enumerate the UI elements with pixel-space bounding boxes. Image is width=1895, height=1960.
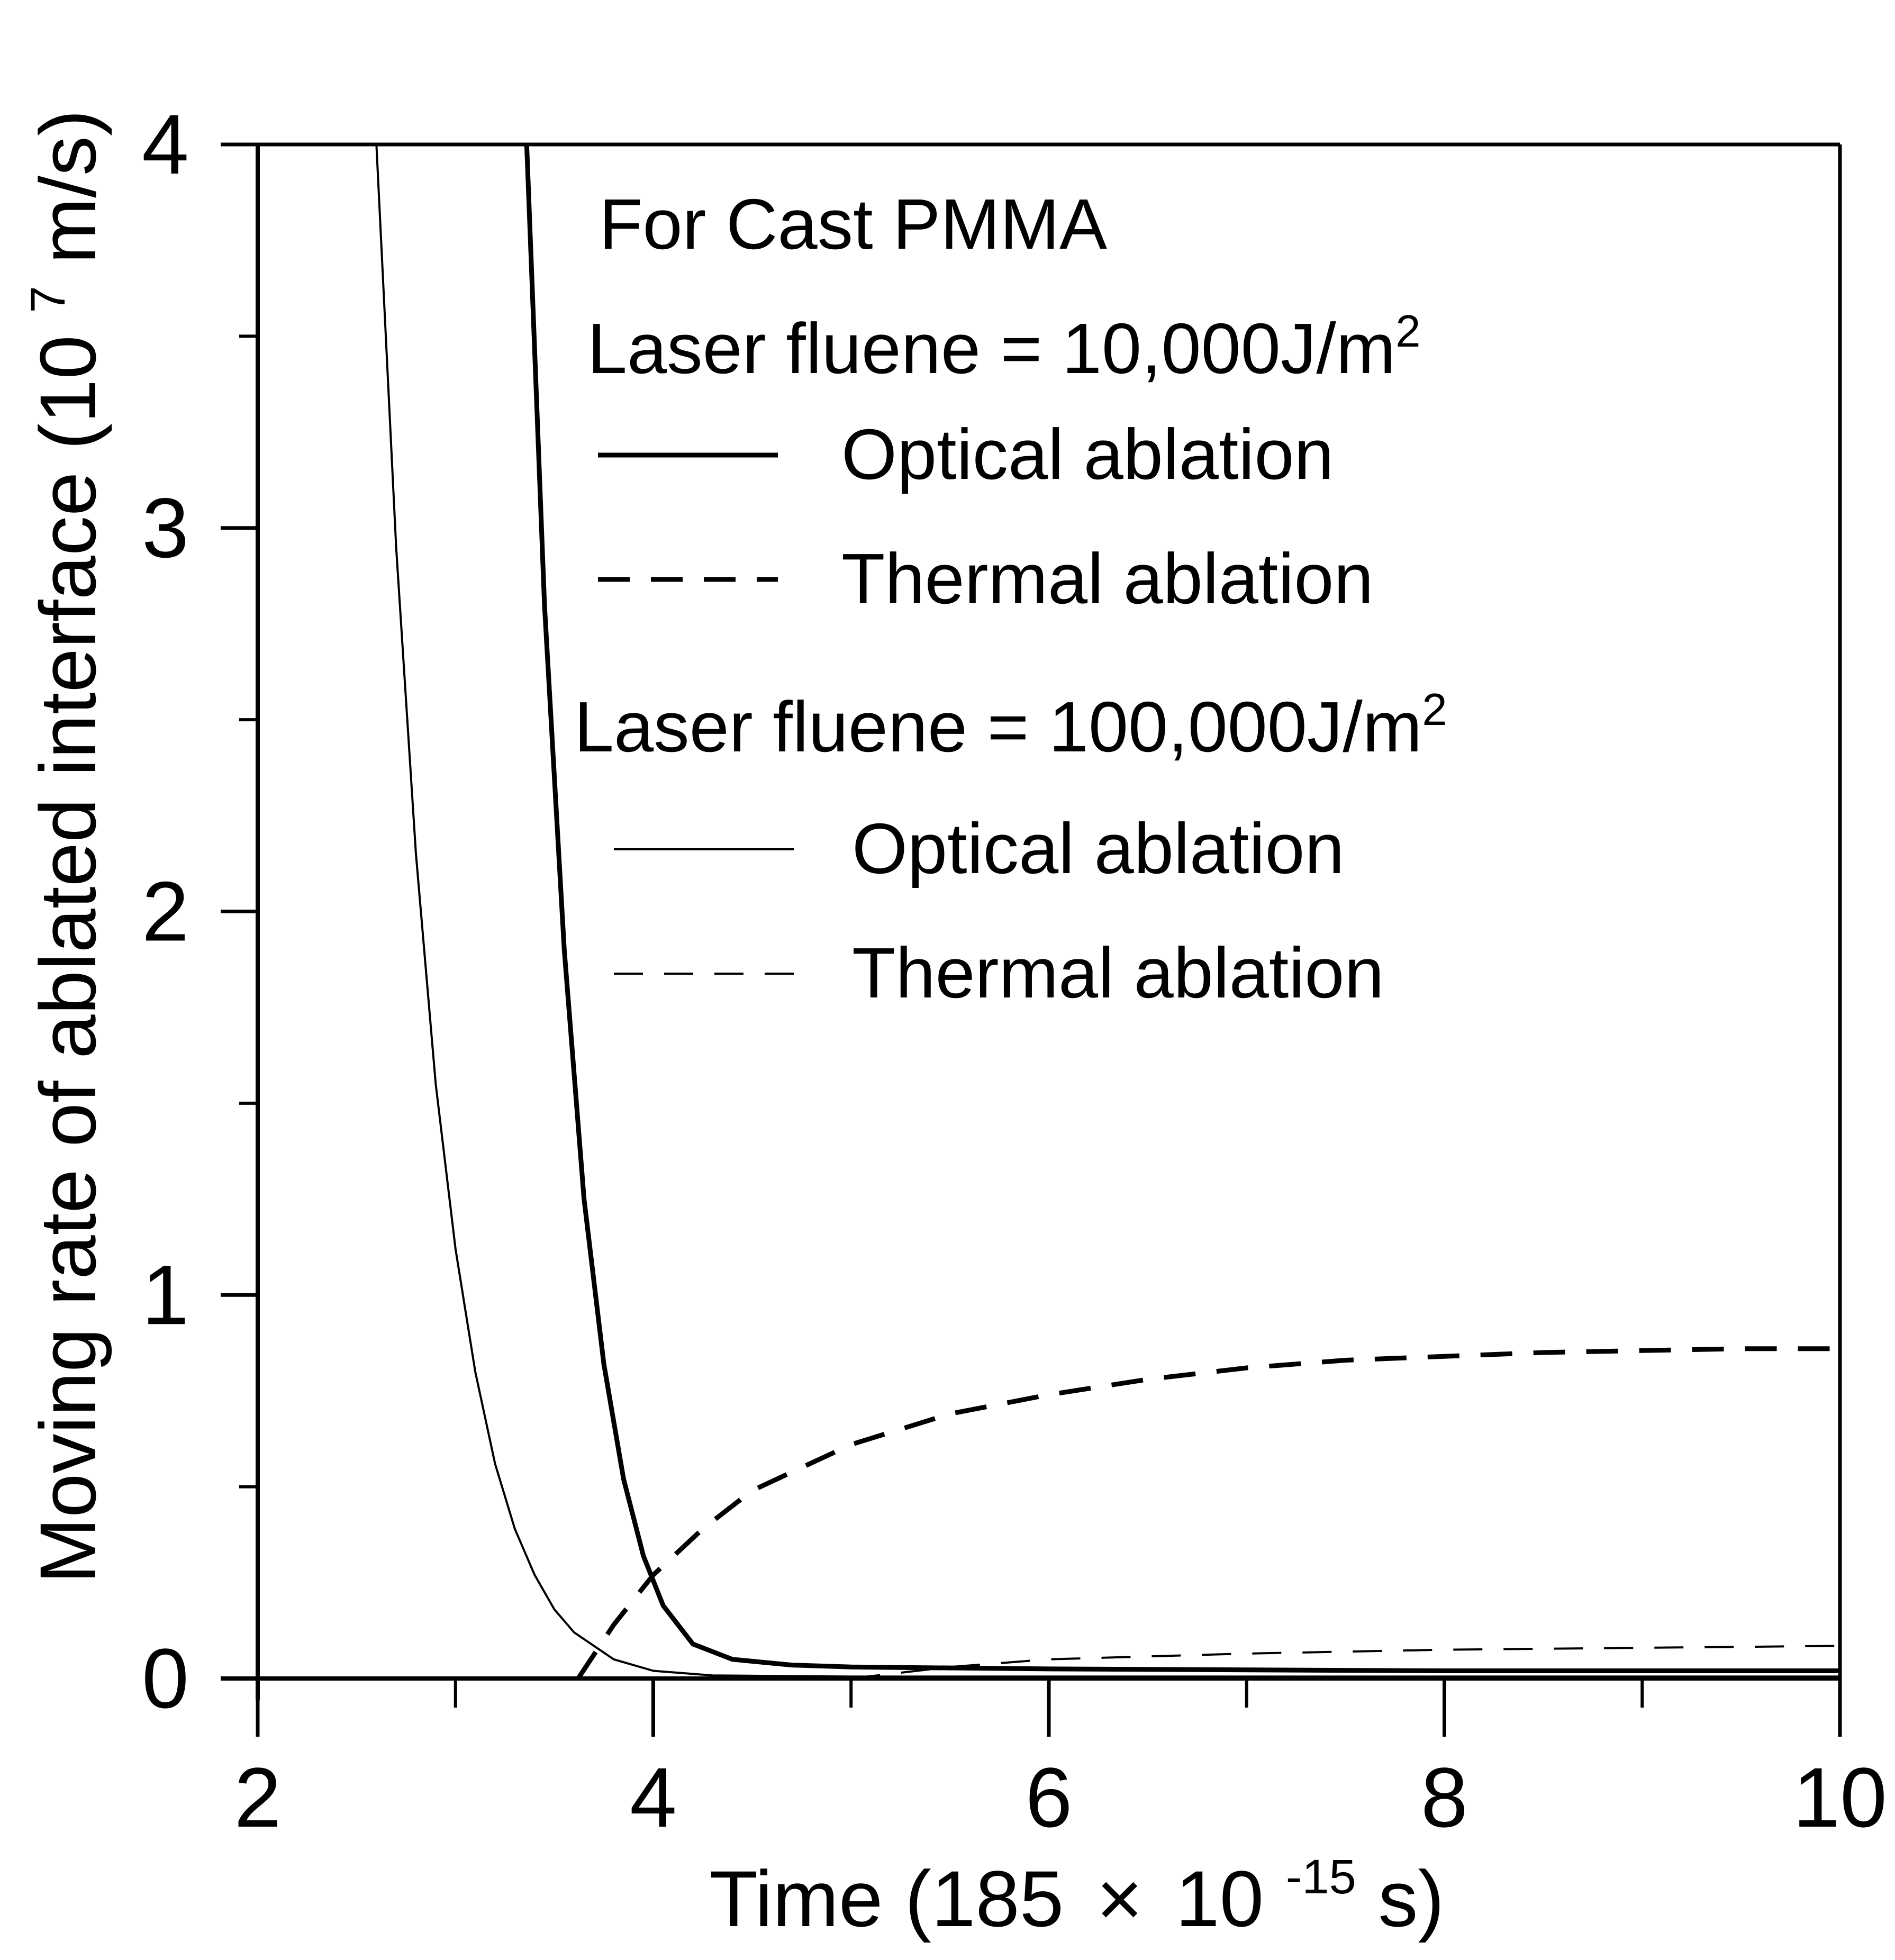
series-line-3 xyxy=(375,144,1840,1678)
x-tick-label: 8 xyxy=(1421,1750,1468,1845)
y-tick-label: 2 xyxy=(142,864,189,959)
legend-group-superscript: 2 xyxy=(1422,685,1447,735)
legend-group-superscript: 2 xyxy=(1395,306,1420,357)
y-axis-label: Moving rate of ablated interface (10 7 m… xyxy=(0,110,112,1584)
legend-entry-label: Thermal ablation xyxy=(852,933,1384,1013)
legend-group-text: Laser fluene = 10,000J/m xyxy=(587,308,1395,388)
legend-entry-label: Optical ablation xyxy=(852,809,1345,888)
chart-title: For Cast PMMA xyxy=(599,184,1107,264)
legend-entry-label: Thermal ablation xyxy=(841,539,1374,619)
x-tick-label: 2 xyxy=(234,1750,282,1845)
y-tick-label: 4 xyxy=(142,97,189,192)
series-line-2 xyxy=(576,1346,1840,1678)
y-tick-label: 0 xyxy=(142,1631,189,1726)
legend-group-label: Laser fluene = 100,000J/m2 xyxy=(574,685,1447,767)
series-line-1 xyxy=(524,144,1840,1673)
x-tick-label: 6 xyxy=(1026,1750,1073,1845)
y-tick-label: 1 xyxy=(142,1247,189,1342)
y-tick-label: 3 xyxy=(142,480,189,575)
plot-frame xyxy=(221,142,1842,1700)
legend-entry-label: Optical ablation xyxy=(841,414,1334,494)
x-axis-label: Time (185 × 10 -15 s) xyxy=(710,1821,1445,1943)
axis-ticks: 2 4 6 8 10 0 1 2 3 4 xyxy=(142,97,1887,1845)
legend-group-label: Laser fluene = 10,000J/m2 xyxy=(587,306,1421,388)
x-tick-label: 4 xyxy=(630,1750,677,1845)
legend-group-text: Laser fluene = 100,000J/m xyxy=(574,687,1422,767)
plot-series xyxy=(375,144,1840,1678)
x-tick-label: 10 xyxy=(1793,1750,1887,1845)
